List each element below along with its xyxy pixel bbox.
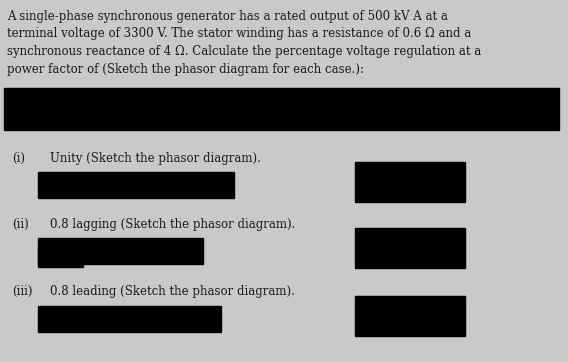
Text: (iii): (iii) [12,285,32,298]
Text: 0.8 lagging (Sketch the phasor diagram).: 0.8 lagging (Sketch the phasor diagram). [50,218,295,231]
Bar [38,172,234,198]
Text: Unity (Sketch the phasor diagram).: Unity (Sketch the phasor diagram). [50,152,261,165]
Bar [355,296,465,336]
Bar [38,238,203,264]
Text: 0.8 leading (Sketch the phasor diagram).: 0.8 leading (Sketch the phasor diagram). [50,285,295,298]
Bar [355,228,465,268]
Text: terminal voltage of 3300 V. The stator winding has a resistance of 0.6 Ω and a: terminal voltage of 3300 V. The stator w… [7,28,471,41]
Text: (ii): (ii) [12,218,29,231]
Bar [38,306,221,332]
Text: A single-phase synchronous generator has a rated output of 500 kV A at a: A single-phase synchronous generator has… [7,10,448,23]
Bar [4,88,559,130]
Bar [38,247,83,267]
Text: (i): (i) [12,152,25,165]
Text: synchronous reactance of 4 Ω. Calculate the percentage voltage regulation at a: synchronous reactance of 4 Ω. Calculate … [7,45,481,58]
Bar [355,162,465,202]
Text: power factor of (Sketch the phasor diagram for each case.):: power factor of (Sketch the phasor diagr… [7,63,364,76]
